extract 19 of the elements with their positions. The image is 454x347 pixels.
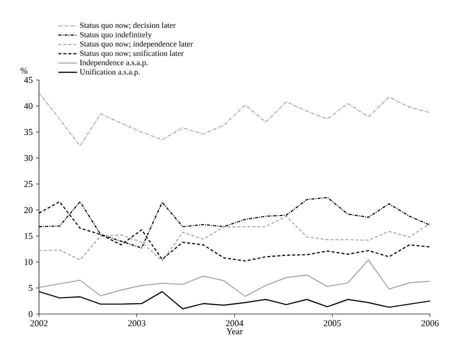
x-tick-label: 2005 xyxy=(324,320,341,326)
y-tick-label: 45 xyxy=(24,77,33,83)
x-tick-label: 2004 xyxy=(226,320,244,326)
y-tick-label: 25 xyxy=(24,180,33,188)
y-axis-title: % xyxy=(20,68,28,74)
y-tick-label: 0 xyxy=(28,310,33,318)
line-series xyxy=(38,216,430,262)
x-tick-label: 2002 xyxy=(30,320,48,326)
x-axis-title: Year xyxy=(226,328,243,334)
y-tick-label: 20 xyxy=(24,206,33,214)
y-tick-label: 10 xyxy=(24,258,33,266)
line-series xyxy=(38,92,430,146)
y-tick-label: 40 xyxy=(24,102,33,110)
y-tick-label: 30 xyxy=(24,154,33,162)
y-tick-label: 35 xyxy=(24,128,33,136)
x-tick-label: 2003 xyxy=(128,320,146,326)
y-tick-label: 5 xyxy=(28,285,33,291)
x-tick-label: 2006 xyxy=(421,320,439,326)
y-tick-label: 15 xyxy=(24,232,33,240)
